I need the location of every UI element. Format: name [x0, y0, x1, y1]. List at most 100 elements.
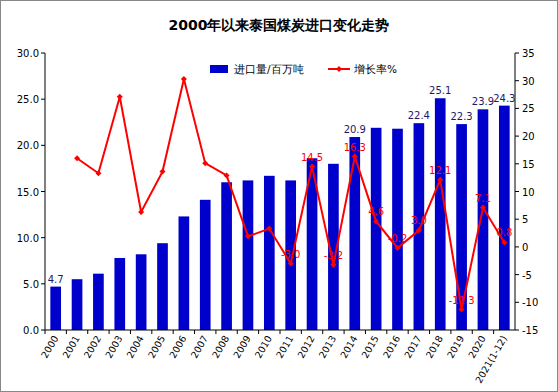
line-label: -0.2: [388, 233, 408, 244]
marker: [501, 239, 507, 245]
bar-label: 20.9: [344, 124, 366, 135]
x-tick-label: 2001: [60, 334, 82, 360]
bar: [93, 274, 104, 330]
y2-tick: [515, 108, 519, 109]
bar: [478, 109, 489, 330]
x-tick-label: 2003: [103, 334, 125, 360]
legend: 进口量/百万吨 增长率%: [210, 63, 397, 75]
x-tick: [237, 330, 238, 334]
y2-tick-label: 25: [522, 103, 535, 114]
y2-tick: [515, 163, 519, 164]
marker: [245, 233, 251, 239]
x-tick: [66, 330, 67, 334]
y2-tick-label: 30: [522, 76, 535, 87]
plot-marks: [50, 76, 509, 330]
x-tick: [365, 330, 366, 334]
bar-label: 23.9: [472, 96, 494, 107]
bar: [392, 129, 403, 330]
bar: [264, 176, 275, 330]
x-tick-label: 2020: [466, 334, 488, 360]
bar-label: 22.3: [450, 111, 472, 122]
x-tick-label: 2000: [39, 334, 61, 360]
x-tick: [130, 330, 131, 334]
line: [77, 79, 504, 310]
x-tick: [450, 330, 451, 334]
marker: [74, 155, 80, 161]
x-tick-label: 2008: [210, 334, 232, 360]
line-label: 14.5: [301, 152, 323, 163]
bar: [221, 182, 232, 330]
bar-label: 24.3: [493, 93, 515, 104]
x-tick: [493, 330, 494, 334]
marker: [459, 307, 465, 313]
x-tick-label: 2011: [274, 334, 296, 360]
y2-tick: [515, 274, 519, 275]
data-labels: 4.720.922.425.122.323.924.3-3.014.5-3.21…: [48, 85, 516, 305]
line-label: 0.8: [496, 227, 512, 238]
x-tick-label: 2019: [445, 334, 467, 360]
marker: [95, 170, 101, 176]
y-tick-label: 10.0: [17, 233, 39, 244]
title: 2000年以来泰国煤炭进口变化走势: [169, 17, 390, 33]
x-tick-label: 2018: [423, 334, 445, 360]
bar: [371, 128, 382, 330]
x-tick-label: 2012: [295, 334, 317, 360]
x-tick-label: 2016: [381, 334, 403, 360]
marker: [138, 209, 144, 215]
y2-tick-label: -10: [522, 297, 538, 308]
bar: [114, 258, 125, 330]
legend-label: 增长率%: [353, 63, 397, 75]
bar: [72, 279, 83, 330]
x-tick-label: 2017: [402, 334, 424, 360]
line-label: 4.6: [368, 206, 384, 217]
x-tick-label: 2010: [252, 334, 274, 360]
y2-tick-label: 35: [522, 48, 535, 59]
x-tick-label: 2006: [167, 334, 189, 360]
x-tick-label: 2004: [124, 334, 146, 360]
y2-tick: [515, 136, 519, 137]
bar: [50, 287, 61, 330]
marker: [373, 218, 379, 224]
chart-border: [1, 1, 558, 392]
marker: [224, 172, 230, 178]
y2-tick: [515, 191, 519, 192]
y-tick-label: 30.0: [17, 48, 39, 59]
x-tick: [301, 330, 302, 334]
line-label: 16.3: [344, 142, 366, 153]
y-tick: [41, 237, 45, 238]
marker: [288, 261, 294, 267]
bar: [499, 106, 510, 330]
x-tick-label: 2005: [146, 334, 168, 360]
y2-tick: [515, 53, 519, 54]
y-tick: [41, 53, 45, 54]
marker: [117, 94, 123, 100]
y-tick: [41, 191, 45, 192]
marker: [202, 160, 208, 166]
x-tick: [386, 330, 387, 334]
y-tick-label: 20.0: [17, 140, 39, 151]
line-label: 3.0: [411, 215, 427, 226]
x-tick: [322, 330, 323, 334]
marker: [395, 245, 401, 251]
bar-label: 25.1: [429, 85, 451, 96]
bar: [200, 200, 211, 330]
x-tick-label: 2015: [359, 334, 381, 360]
chart: 2000年以来泰国煤炭进口变化走势4.720.922.425.122.323.9…: [0, 0, 558, 392]
x-tick: [45, 330, 46, 334]
y-tick: [41, 99, 45, 100]
marker: [266, 226, 272, 232]
legend-label: 进口量/百万吨: [234, 63, 304, 75]
x-tick-label: 2009: [231, 334, 253, 360]
line-label: -3.0: [281, 249, 301, 260]
y2-tick-label: 0: [522, 242, 528, 253]
marker: [160, 169, 166, 175]
y-tick: [41, 330, 45, 331]
y-tick-label: 15.0: [17, 187, 39, 198]
y2-tick: [515, 80, 519, 81]
x-tick: [109, 330, 110, 334]
y-tick-label: 5.0: [23, 279, 39, 290]
bar: [157, 243, 168, 330]
marker: [330, 262, 336, 268]
x-tick: [87, 330, 88, 334]
y-tick-label: 0.0: [23, 325, 39, 336]
